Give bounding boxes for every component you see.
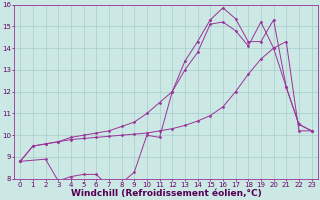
X-axis label: Windchill (Refroidissement éolien,°C): Windchill (Refroidissement éolien,°C) [70, 189, 261, 198]
